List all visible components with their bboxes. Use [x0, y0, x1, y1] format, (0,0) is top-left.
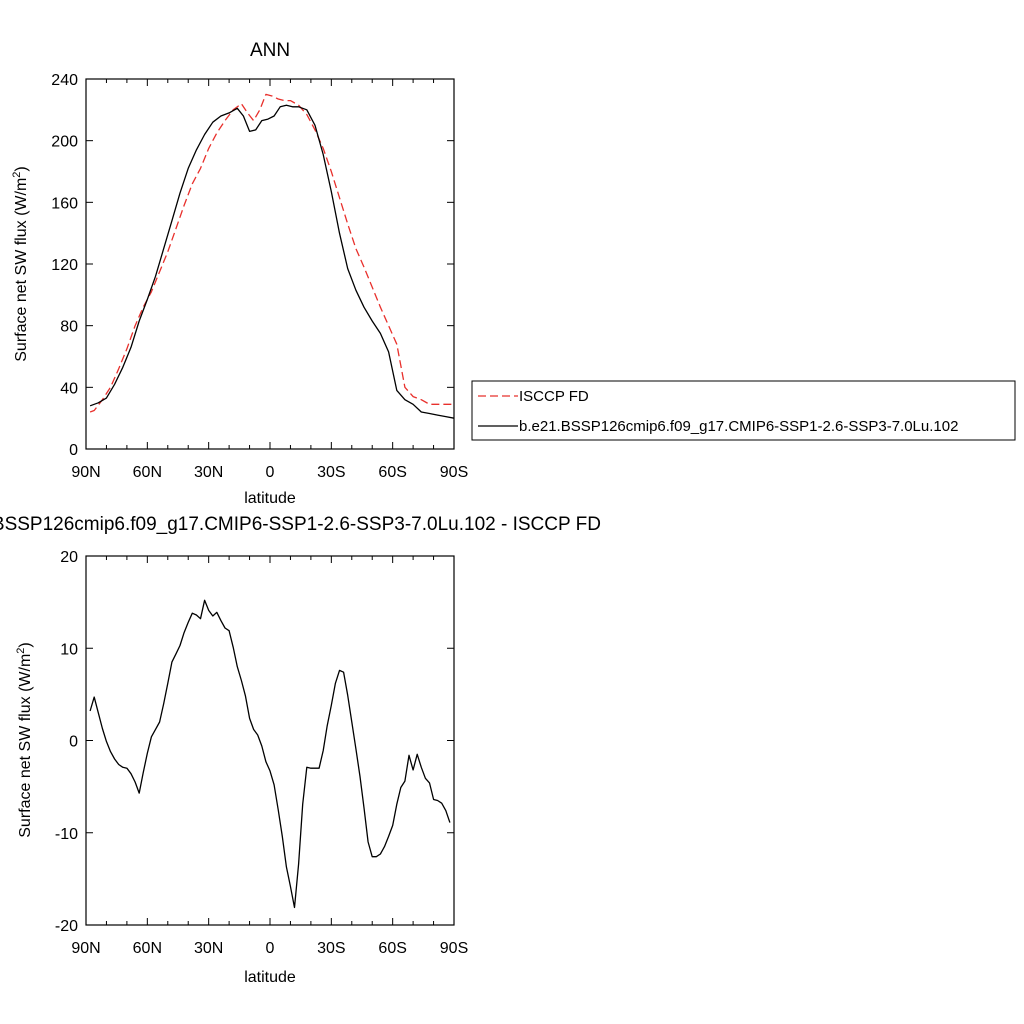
- top-y-tick-label: 240: [51, 72, 78, 89]
- bottom-y-tick-label: 0: [69, 734, 78, 751]
- top-x-axis-label: latitude: [244, 490, 296, 507]
- bottom-x-axis-label: latitude: [244, 969, 296, 986]
- bottom-y-axis-label-end: ): [17, 642, 34, 647]
- bottom-y-tick-label: 20: [60, 549, 78, 566]
- legend-label-model: b.e21.BSSP126cmip6.f09_g17.CMIP6-SSP1-2.…: [519, 418, 958, 435]
- legend: ISCCP FD b.e21.BSSP126cmip6.f09_g17.CMIP…: [471, 380, 1016, 441]
- top-y-tick-label: 0: [69, 442, 78, 459]
- top-axis-ticks: 90N 60N 30N 0 30S 60S 90S 0 40 80 120 160 200 240: [51, 72, 468, 481]
- bottom-y-axis-label: Surface net SW flux (W/m2): [15, 642, 34, 838]
- legend-label-isccp: ISCCP FD: [519, 388, 589, 405]
- top-panel: ANN 90N 60N 30N 0 30S 60S 90S 0 40 80 120 160 200 240…: [11, 40, 468, 507]
- top-x-tick-label: 60N: [133, 464, 162, 481]
- top-y-tick-label: 120: [51, 257, 78, 274]
- top-series-lines: [89, 93, 455, 419]
- bottom-series-line-0: [89, 599, 451, 909]
- bottom-plot-frame: [85, 555, 455, 926]
- bottom-y-tick-label: -20: [55, 918, 78, 935]
- top-y-axis-label-sup: 2: [11, 172, 23, 178]
- top-series-line-0: [89, 93, 454, 413]
- bottom-y-tick-label: -10: [55, 826, 78, 843]
- top-chart-title: ANN: [250, 40, 290, 61]
- bottom-series-lines: [89, 599, 451, 909]
- top-x-tick-label: 0: [266, 464, 275, 481]
- top-y-tick-label: 80: [60, 319, 78, 336]
- top-x-tick-label: 60S: [378, 464, 406, 481]
- top-y-tick-label: 200: [51, 134, 78, 151]
- bottom-y-tick-label: 10: [60, 641, 78, 658]
- bottom-y-axis-label-sup: 2: [15, 648, 27, 654]
- bottom-chart-title: b.e21.BSSP126cmip6.f09_g17.CMIP6-SSP1-2.…: [0, 514, 601, 535]
- top-x-tick-label: 90S: [440, 464, 468, 481]
- bottom-x-tick-label: 30N: [194, 940, 223, 957]
- legend-box: [471, 380, 1016, 441]
- bottom-x-tick-label: 90N: [71, 940, 100, 957]
- top-x-tick-label: 30S: [317, 464, 345, 481]
- bottom-y-axis-label-main: Surface net SW flux (W/m: [17, 654, 34, 838]
- bottom-x-tick-label: 60S: [378, 940, 406, 957]
- top-y-tick-label: 160: [51, 195, 78, 212]
- bottom-x-tick-label: 60N: [133, 940, 162, 957]
- top-y-axis-label-main: Surface net SW flux (W/m: [13, 178, 30, 362]
- bottom-x-tick-label: 0: [266, 940, 275, 957]
- top-y-axis-label: Surface net SW flux (W/m2): [11, 166, 30, 362]
- top-x-tick-label: 90N: [71, 464, 100, 481]
- top-y-axis-label-end: ): [13, 166, 30, 171]
- bottom-axis-ticks: 90N 60N 30N 0 30S 60S 90S -20 -10 0 10 20: [55, 549, 468, 957]
- bottom-x-tick-label: 90S: [440, 940, 468, 957]
- top-series-line-1: [89, 104, 455, 419]
- top-y-tick-label: 40: [60, 380, 78, 397]
- top-x-tick-label: 30N: [194, 464, 223, 481]
- bottom-panel: b.e21.BSSP126cmip6.f09_g17.CMIP6-SSP1-2.…: [0, 514, 601, 986]
- bottom-x-tick-label: 30S: [317, 940, 345, 957]
